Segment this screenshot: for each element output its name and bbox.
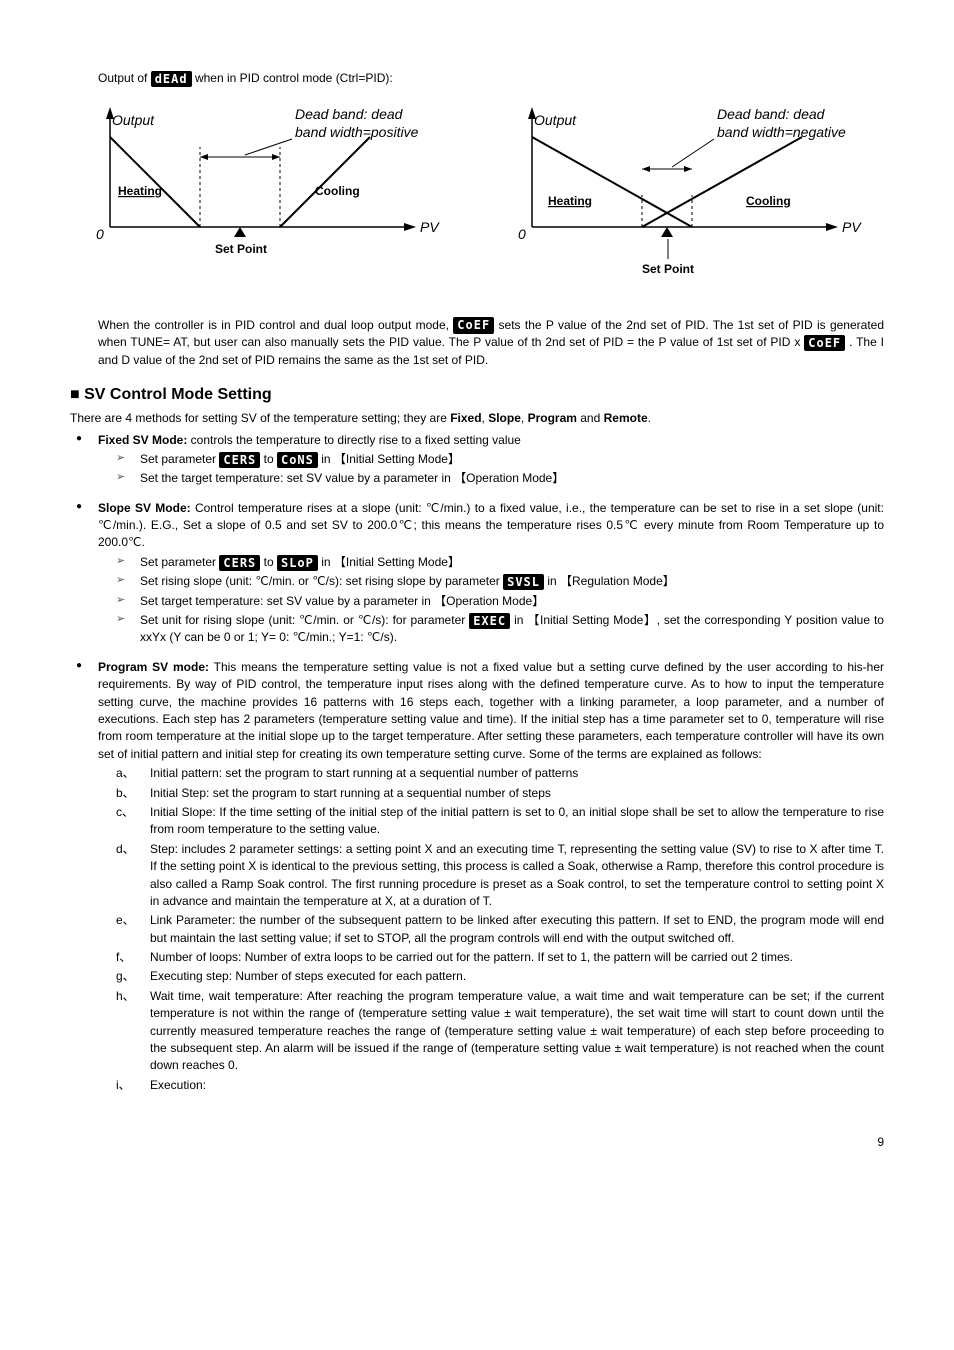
- lcd-coef-1: CoEF: [453, 317, 494, 333]
- fixed-sub-1: Set parameter CERS to CoNS in 【Initial S…: [98, 451, 884, 468]
- program-item: i、 Execution:: [98, 1077, 884, 1094]
- slope-sub-1: Set parameter CERS to SLoP in 【Initial S…: [98, 554, 884, 571]
- sv-intro-a: There are 4 methods for setting SV of th…: [70, 411, 450, 425]
- program-item-text: Wait time, wait temperature: After reach…: [150, 989, 884, 1073]
- slope-sub-2: Set rising slope (unit: ℃/min. or ℃/s): …: [98, 573, 884, 590]
- lcd-coef-2: CoEF: [804, 335, 845, 351]
- slope-sub-3: Set target temperature: set SV value by …: [98, 593, 884, 610]
- svg-text:band width=negative: band width=negative: [717, 124, 846, 140]
- svg-text:Output: Output: [534, 112, 577, 128]
- program-item: h、Wait time, wait temperature: After rea…: [98, 988, 884, 1075]
- chart-title-1: Dead band: dead: [295, 106, 404, 122]
- program-item-text: Initial Slope: If the time setting of th…: [150, 805, 884, 836]
- program-item: c、Initial Slope: If the time setting of …: [98, 804, 884, 839]
- program-item-text: Link Parameter: the number of the subseq…: [150, 913, 884, 944]
- svg-text:PV: PV: [842, 219, 862, 235]
- slope-lead-b: Slope SV Mode:: [98, 501, 191, 515]
- program-item: e、Link Parameter: the number of the subs…: [98, 912, 884, 947]
- intro-prefix: Output of: [98, 71, 151, 85]
- program-item-key: e、: [116, 912, 146, 929]
- program-item-key: g、: [116, 968, 146, 985]
- program-item: g、 Executing step: Number of steps execut…: [98, 968, 884, 985]
- program-item-text: Initial pattern: set the program to star…: [150, 766, 578, 780]
- lcd-cons: CoNS: [277, 452, 318, 468]
- svg-text:Dead band: dead: Dead band: dead: [717, 106, 826, 122]
- program-item-key: d、: [116, 841, 146, 858]
- heating-label: Heating: [118, 184, 162, 198]
- lcd-cers-1: CERS: [219, 452, 260, 468]
- program-item-text: Execution:: [150, 1078, 206, 1092]
- intro-suffix: when in PID control mode (Ctrl=PID):: [195, 71, 393, 85]
- intro-line: Output of dEAd when in PID control mode …: [98, 70, 884, 87]
- program-item-text: Executing step: Number of steps executed…: [150, 969, 466, 983]
- fixed-sub-2: Set the target temperature: set SV value…: [98, 470, 884, 487]
- lcd-exec: EXEC: [469, 613, 510, 629]
- chart-left: Output PV 0 Heating Cooling Set Point De…: [70, 97, 462, 292]
- mode-program: Program: [528, 411, 577, 425]
- svg-text:Heating: Heating: [548, 194, 592, 208]
- program-item-text: Initial Step: set the program to start r…: [150, 786, 551, 800]
- page-number: 9: [70, 1134, 884, 1151]
- origin-label: 0: [96, 226, 104, 242]
- mode-slope: Slope: [488, 411, 521, 425]
- axis-x-label: PV: [420, 219, 440, 235]
- fixed-lead-b: Fixed SV Mode:: [98, 433, 187, 447]
- program-item-text: Step: includes 2 parameter settings: a s…: [150, 842, 884, 908]
- program-lead-b: Program SV mode:: [98, 660, 209, 674]
- section-heading: SV Control Mode Setting: [70, 383, 884, 406]
- lcd-svsl: SVSL: [503, 574, 544, 590]
- svg-text:Set Point: Set Point: [642, 262, 694, 276]
- fixed-lead-t: controls the temperature to directly ris…: [187, 433, 521, 447]
- program-item-key: b、: [116, 785, 146, 802]
- pid-text-a: When the controller is in PID control an…: [98, 318, 453, 332]
- setpoint-label: Set Point: [215, 242, 267, 256]
- program-item: f、 Number of loops: Number of extra loops…: [98, 949, 884, 966]
- pid-paragraph: When the controller is in PID control an…: [98, 317, 884, 369]
- slope-sub-4: Set unit for rising slope (unit: ℃/min. …: [98, 612, 884, 647]
- sv-intro-b: .: [648, 411, 651, 425]
- chart-right: Output PV 0 Heating Cooling Set Point De…: [492, 97, 884, 292]
- bullet-fixed: Fixed SV Mode: controls the temperature …: [70, 432, 884, 488]
- svg-text:0: 0: [518, 226, 526, 242]
- mode-remote: Remote: [604, 411, 648, 425]
- program-item-key: f、: [116, 949, 146, 966]
- program-item-key: a、: [116, 765, 146, 782]
- program-lead-t: This means the temperature setting value…: [98, 660, 884, 761]
- svg-text:Cooling: Cooling: [746, 194, 791, 208]
- lcd-slop: SLoP: [277, 555, 318, 571]
- program-item: b、 Initial Step: set the program to start…: [98, 785, 884, 802]
- program-item-key: h、: [116, 988, 146, 1005]
- sv-intro: There are 4 methods for setting SV of th…: [70, 410, 884, 427]
- cooling-label: Cooling: [315, 184, 360, 198]
- mode-fixed: Fixed: [450, 411, 481, 425]
- program-item-key: c、: [116, 804, 146, 821]
- program-item: a、 Initial pattern: set the program to st…: [98, 765, 884, 782]
- lcd-dead: dEAd: [151, 71, 192, 87]
- charts-row: Output PV 0 Heating Cooling Set Point De…: [70, 97, 884, 292]
- program-item-key: i、: [116, 1077, 146, 1094]
- lcd-cers-2: CERS: [219, 555, 260, 571]
- bullet-slope: Slope SV Mode: Control temperature rises…: [70, 500, 884, 647]
- chart-title-2: band width=positive: [295, 124, 419, 140]
- bullet-program: Program SV mode: This means the temperat…: [70, 659, 884, 1094]
- slope-lead-t: Control temperature rises at a slope (un…: [98, 501, 884, 550]
- program-item-text: Number of loops: Number of extra loops t…: [150, 950, 793, 964]
- program-item: d、Step: includes 2 parameter settings: a…: [98, 841, 884, 911]
- axis-y-label: Output: [112, 112, 155, 128]
